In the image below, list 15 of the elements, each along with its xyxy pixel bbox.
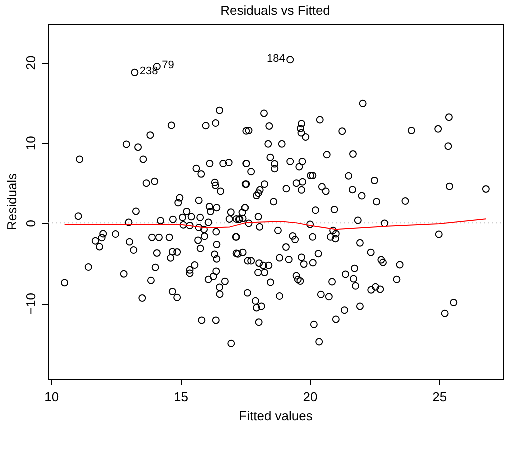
annotation: 238 xyxy=(140,66,158,78)
y-tick-label: 20 xyxy=(24,56,38,70)
x-tick-label: 20 xyxy=(303,390,318,404)
x-axis-title: Fitted values xyxy=(239,408,314,424)
chart-title: Residuals vs Fitted xyxy=(220,3,330,18)
annotation: 184 xyxy=(267,52,286,65)
annotation: 79 xyxy=(162,60,174,72)
x-tick-label: 10 xyxy=(44,390,60,404)
y-tick-label: 0 xyxy=(24,220,38,228)
y-axis-title: Residuals xyxy=(4,172,20,231)
y-tick-label: 10 xyxy=(24,136,38,151)
x-tick-label: 15 xyxy=(174,390,188,404)
line-series xyxy=(64,218,487,230)
x-tick-label: 25 xyxy=(432,390,448,404)
y-tick-label: −10 xyxy=(24,292,38,316)
